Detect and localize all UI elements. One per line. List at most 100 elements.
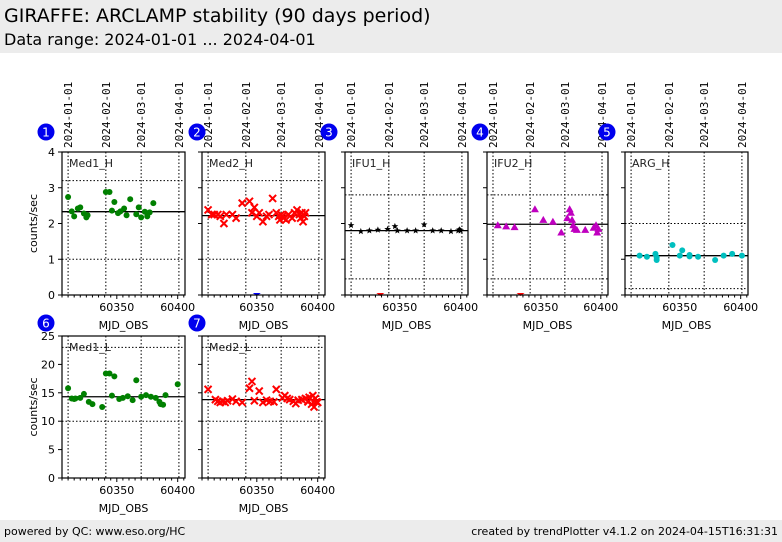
x-tick-label: 60400 — [723, 301, 758, 314]
data-point — [203, 385, 213, 394]
data-point — [539, 215, 548, 223]
panel-number-badge — [471, 123, 489, 141]
data-point — [138, 214, 145, 221]
x-axis-label: MJD_OBS — [662, 319, 712, 332]
header: GIRAFFE: ARCLAMP stability (90 days peri… — [0, 0, 782, 53]
panel-label: Med1_H — [69, 157, 113, 170]
data-point — [123, 212, 130, 219]
date-tick-label: 2024-03-01 — [275, 82, 288, 148]
data-point — [174, 381, 181, 388]
panel-med2-h: 2024-01-01 2024-02-01 2024-03-01 2024-04-01… — [188, 82, 335, 332]
axes-frame — [344, 151, 469, 296]
data-point — [106, 189, 113, 196]
data-point — [138, 393, 145, 400]
data-point — [403, 227, 411, 234]
date-tick-label: 2024-01-01 — [202, 82, 215, 148]
data-point — [146, 209, 153, 216]
panel-label: ARG_H — [632, 157, 669, 170]
data-point — [457, 227, 464, 234]
data-point — [738, 252, 745, 259]
date-tick-label: 2024-04-01 — [173, 82, 186, 148]
data-point — [65, 385, 72, 392]
panel-number-badge — [37, 123, 55, 141]
data-point — [287, 213, 297, 223]
data-point — [676, 252, 683, 259]
data-point — [679, 247, 686, 254]
axes-frame — [61, 335, 186, 479]
date-tick-label: 2024-02-01 — [524, 82, 537, 148]
data-point — [152, 394, 159, 401]
data-point — [384, 225, 391, 233]
data-point — [231, 397, 241, 406]
panel-med1-l: 0 5 10 15 20 25 60350 60400 MJD_OBS counts/sec Med… — [27, 314, 195, 515]
panel-number-badge — [320, 123, 338, 141]
data-point — [493, 221, 502, 229]
data-point — [412, 227, 419, 234]
data-point — [594, 224, 603, 232]
y-axis-label: counts/sec — [27, 194, 40, 253]
data-point — [150, 200, 157, 207]
data-point — [568, 215, 577, 223]
data-point — [502, 222, 511, 230]
x-tick-label: 60350 — [99, 301, 134, 314]
date-tick-label: 2024-03-01 — [135, 82, 148, 148]
data-point — [357, 227, 365, 235]
date-tick-label: 2024-04-01 — [456, 82, 469, 148]
data-point — [111, 373, 118, 380]
data-point — [264, 210, 274, 219]
data-point — [255, 386, 264, 396]
data-point — [68, 208, 75, 215]
data-point — [147, 393, 154, 400]
y-tick-label: 3 — [48, 182, 55, 195]
y-tick-label: 25 — [41, 330, 55, 343]
data-point — [729, 250, 736, 257]
data-point — [712, 256, 719, 263]
panel-med1-h: 2024-01-01 2024-02-01 2024-03-01 2024-04-01… — [27, 82, 195, 332]
data-point — [121, 205, 128, 212]
date-tick-label: 2024-03-01 — [698, 82, 711, 148]
panel-label: Med2_H — [209, 157, 253, 170]
data-point — [292, 205, 302, 215]
date-tick-label: 2024-01-01 — [62, 82, 75, 148]
data-point — [420, 221, 428, 228]
x-tick-label: 60400 — [583, 301, 618, 314]
data-point — [510, 223, 519, 231]
data-point — [245, 384, 254, 393]
data-point — [636, 252, 643, 259]
data-point — [272, 385, 281, 394]
date-tick-label: 2024-04-01 — [736, 82, 749, 148]
data-point — [429, 227, 436, 234]
panel-number: 6 — [42, 317, 50, 331]
data-point — [106, 370, 113, 377]
data-point — [160, 401, 167, 408]
data-point — [99, 404, 106, 410]
data-point — [563, 214, 572, 222]
data-point — [124, 393, 131, 400]
data-point — [143, 392, 150, 399]
panel-label: IFU2_H — [494, 157, 532, 170]
data-point — [572, 225, 581, 233]
data-point — [313, 398, 322, 407]
data-point — [77, 204, 84, 211]
x-tick-label: 60350 — [99, 484, 134, 497]
x-tick-label: 60350 — [239, 484, 274, 497]
date-tick-label: 2024-02-01 — [100, 82, 113, 148]
axes-frame — [486, 151, 609, 296]
date-tick-label: 2024-03-01 — [418, 82, 431, 148]
panel-ifu1-h: 2024-01-01 2024-02-01 2024-03-01 2024-04-01… — [320, 82, 478, 332]
x-tick-label: 60350 — [662, 301, 697, 314]
y-tick-label: 1 — [48, 253, 55, 266]
data-point — [530, 205, 539, 213]
data-point — [258, 217, 268, 226]
y-tick-label: 0 — [48, 472, 55, 485]
data-point — [447, 227, 455, 235]
data-point — [643, 253, 650, 260]
data-point — [566, 208, 575, 216]
data-point — [720, 252, 727, 259]
panel-label: Med2_L — [209, 341, 252, 354]
footer: powered by QC: www.eso.org/HC created by… — [0, 520, 782, 542]
data-point — [281, 215, 291, 225]
panel-number-badge — [37, 314, 55, 332]
y-tick-label: 0 — [48, 289, 55, 302]
data-point — [129, 397, 136, 404]
